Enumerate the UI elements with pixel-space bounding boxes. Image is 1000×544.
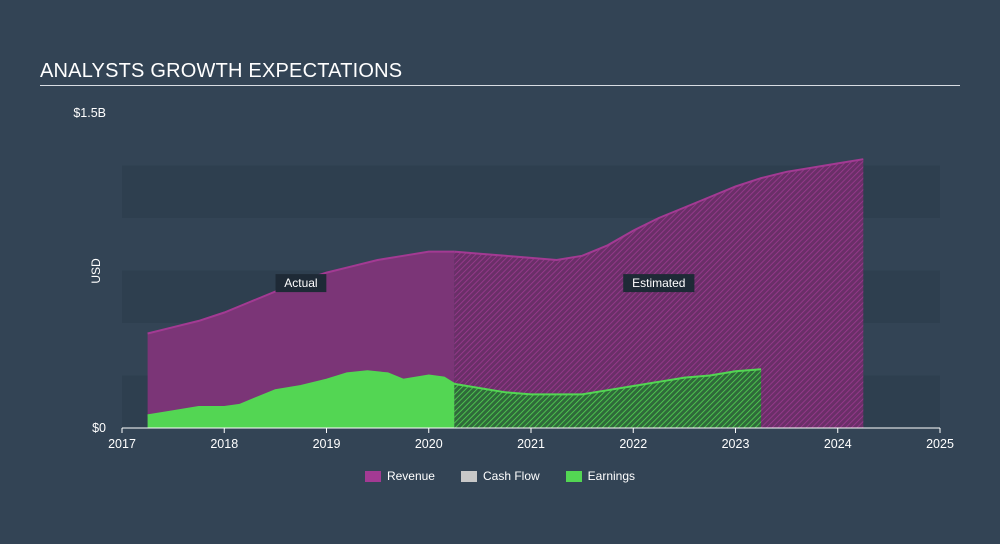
annotations: Actual Estimated: [275, 274, 695, 293]
legend-label: Earnings: [587, 469, 636, 483]
annotation-tag: Estimated: [623, 274, 695, 293]
x-tick-label: 2020: [415, 437, 443, 451]
x-tick-label: 2017: [108, 437, 136, 451]
x-tick-label: 2019: [313, 437, 341, 451]
y-tick-label: $0: [92, 421, 106, 435]
x-tick-label: 2018: [210, 437, 238, 451]
y-tick-label: $1.5B: [73, 106, 106, 120]
earnings-actual-line: [147, 370, 455, 417]
annotation-tag: Actual: [275, 274, 327, 293]
legend-swatch: [565, 470, 582, 482]
y-axis-title: USD: [89, 258, 103, 284]
annotation-label: Estimated: [632, 276, 685, 290]
revenue-estimated-area: [454, 159, 864, 428]
x-tick-label: 2024: [824, 437, 852, 451]
x-tick-label: 2021: [517, 437, 545, 451]
earnings-actual-area: [147, 371, 455, 428]
annotation-label: Actual: [284, 276, 317, 290]
title-divider: [40, 85, 960, 86]
annotation-background: [623, 274, 695, 293]
revenue-estimated-line: [454, 158, 864, 262]
legend-item[interactable]: Cash Flow: [460, 469, 540, 483]
x-tick-label: 2022: [619, 437, 647, 451]
series-areas: [147, 158, 864, 428]
x-tick-label: 2023: [722, 437, 750, 451]
earnings-estimated-line: [454, 368, 762, 396]
annotation-background: [275, 274, 327, 293]
legend-label: Revenue: [386, 469, 435, 483]
axes: 2017 2018 2019 2020 2021 2022 2023 2024 2025 $0 $1…: [73, 106, 954, 451]
legend: Revenue Cash Flow Earnings: [0, 469, 1000, 483]
chart-title: ANALYSTS GROWTH EXPECTATIONS: [40, 60, 403, 82]
legend-item[interactable]: Earnings: [565, 469, 636, 483]
legend-item[interactable]: Revenue: [364, 469, 435, 483]
legend-swatch: [364, 470, 381, 482]
legend-swatch: [460, 470, 477, 482]
x-tick-label: 2025: [926, 437, 954, 451]
earnings-estimated-area: [454, 369, 762, 428]
legend-label: Cash Flow: [482, 469, 540, 483]
